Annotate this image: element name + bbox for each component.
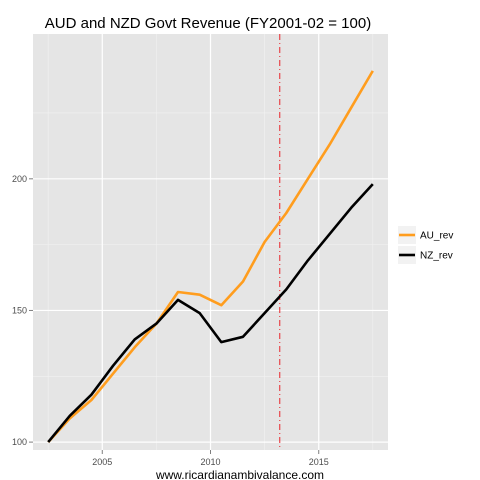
major-gridlines xyxy=(33,34,388,450)
x-tick-label-2: 2015 xyxy=(309,457,329,467)
axis-layer: 2005 2010 2015 100 150 200 xyxy=(12,174,329,467)
y-tick-label-0: 100 xyxy=(12,437,27,447)
legend: AU_rev NZ_rev xyxy=(398,226,453,264)
series-line-AU_rev xyxy=(47,70,374,443)
y-tick-label-2: 200 xyxy=(12,174,27,184)
x-tick-label-1: 2010 xyxy=(200,457,220,467)
series-layer xyxy=(47,70,374,443)
chart-title: AUD and NZD Govt Revenue (FY2001-02 = 10… xyxy=(45,15,371,32)
legend-label-NZ_rev: NZ_rev xyxy=(420,251,453,262)
legend-label-AU_rev: AU_rev xyxy=(420,231,453,242)
x-tick-label-0: 2005 xyxy=(92,457,112,467)
x-axis-label: www.ricardianambivalance.com xyxy=(155,468,324,480)
y-tick-label-1: 150 xyxy=(12,305,27,315)
series-line-NZ_rev xyxy=(47,183,374,443)
